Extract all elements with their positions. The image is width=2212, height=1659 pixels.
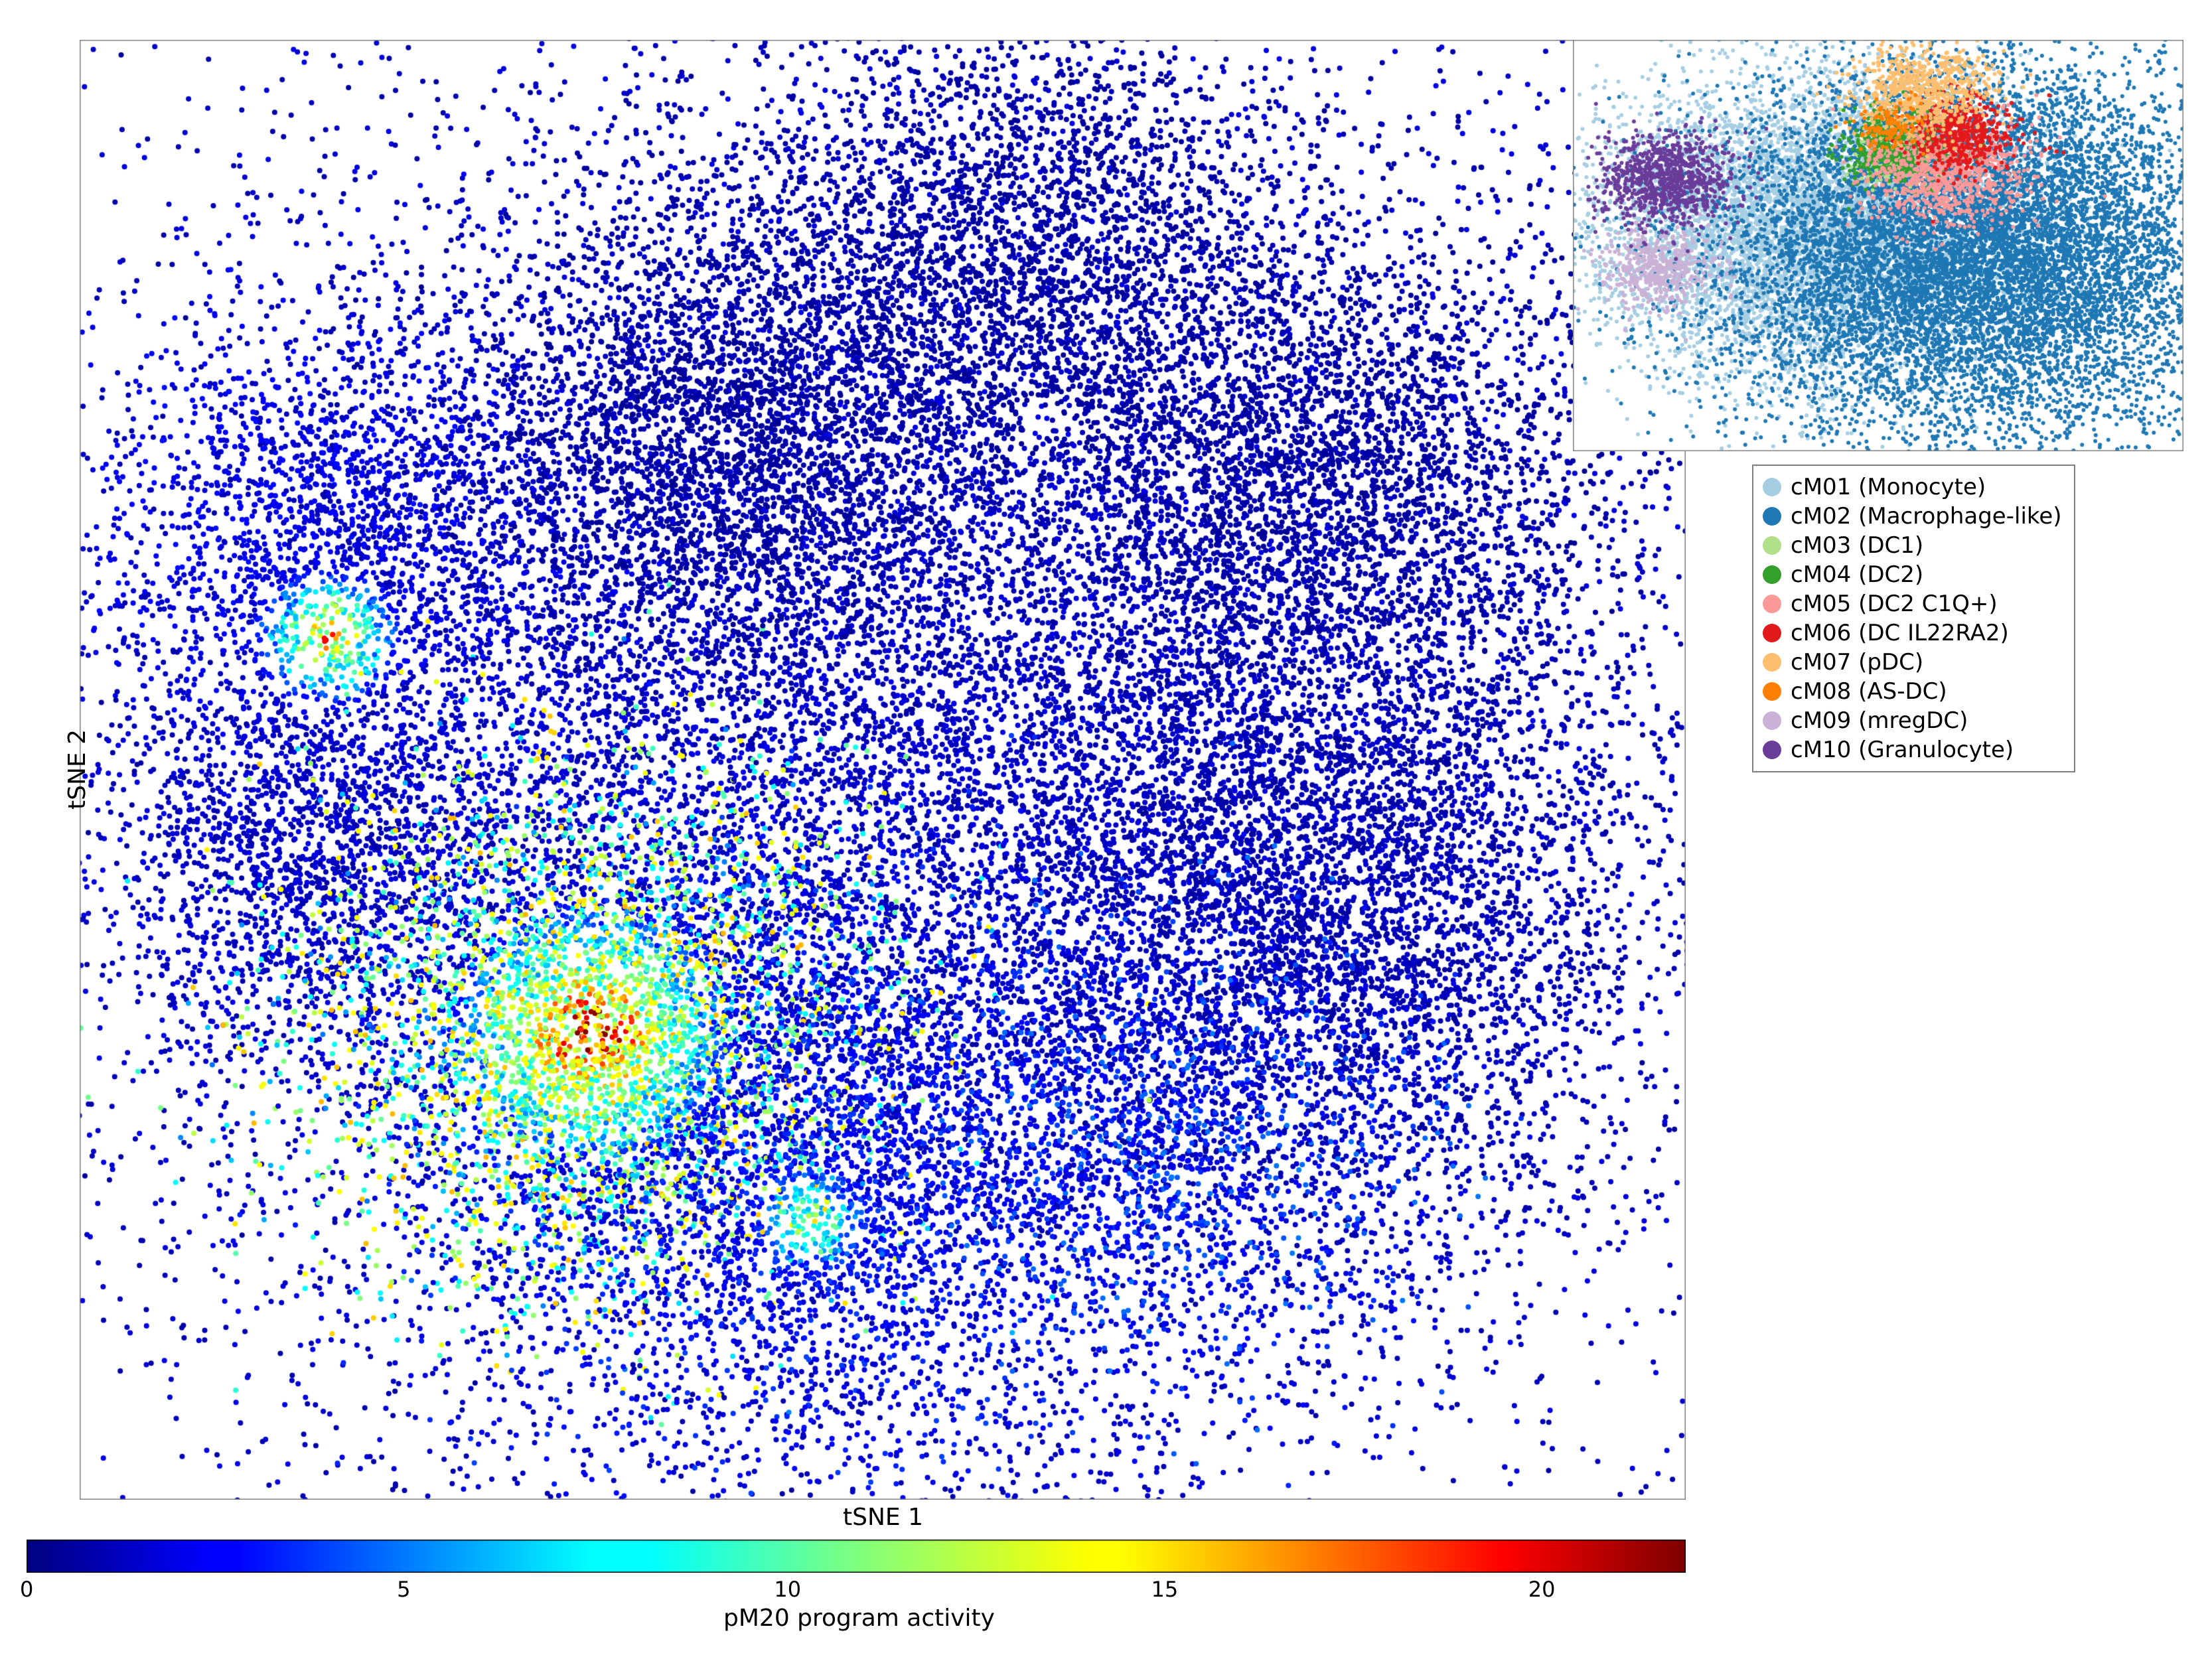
legend-swatch [1763, 653, 1781, 672]
legend-item: cM01 (Monocyte) [1763, 472, 2062, 502]
main-ylabel: tSNE 2 [64, 729, 91, 810]
legend-item: cM06 (DC IL22RA2) [1763, 618, 2062, 648]
legend-swatch [1763, 507, 1781, 526]
colorbar-label: pM20 program activity [723, 1605, 995, 1632]
legend-item: cM08 (AS-DC) [1763, 677, 2062, 706]
inset-legend: cM01 (Monocyte)cM02 (Macrophage-like)cM0… [1752, 465, 2075, 772]
legend-item: cM09 (mregDC) [1763, 706, 2062, 735]
legend-label: cM07 (pDC) [1791, 649, 1923, 676]
legend-label: cM06 (DC IL22RA2) [1791, 620, 2009, 646]
legend-label: cM08 (AS-DC) [1791, 678, 1947, 705]
colorbar-tick: 20 [1528, 1577, 1556, 1602]
legend-item: cM10 (Granulocyte) [1763, 735, 2062, 764]
legend-swatch [1763, 741, 1781, 759]
legend-item: cM07 (pDC) [1763, 648, 2062, 677]
inset-tsne-scatter [1573, 40, 2183, 451]
legend-item: cM04 (DC2) [1763, 560, 2062, 589]
legend-label: cM03 (DC1) [1791, 532, 1923, 559]
legend-label: cM09 (mregDC) [1791, 707, 1968, 734]
legend-label: cM10 (Granulocyte) [1791, 737, 2014, 763]
legend-swatch [1763, 624, 1781, 642]
legend-swatch [1763, 536, 1781, 555]
main-tsne-scatter [80, 40, 1686, 1500]
legend-item: cM05 (DC2 C1Q+) [1763, 589, 2062, 618]
legend-swatch [1763, 565, 1781, 584]
legend-swatch [1763, 682, 1781, 701]
main-xlabel: tSNE 1 [843, 1504, 923, 1531]
legend-label: cM02 (Macrophage-like) [1791, 503, 2062, 530]
legend-item: cM02 (Macrophage-like) [1763, 502, 2062, 531]
colorbar-tick: 10 [774, 1577, 801, 1602]
colorbar-tick: 0 [20, 1577, 33, 1602]
colorbar-tick: 15 [1151, 1577, 1179, 1602]
colorbar-tick: 5 [397, 1577, 410, 1602]
figure-root: tSNE 1 tSNE 2 0 5 10 15 20 pM20 program acti… [0, 0, 2212, 1659]
colorbar [27, 1540, 1686, 1573]
legend-swatch [1763, 595, 1781, 613]
legend-label: cM05 (DC2 C1Q+) [1791, 591, 1998, 617]
legend-label: cM01 (Monocyte) [1791, 474, 1986, 500]
legend-item: cM03 (DC1) [1763, 531, 2062, 560]
legend-swatch [1763, 478, 1781, 496]
legend-label: cM04 (DC2) [1791, 561, 1923, 588]
legend-swatch [1763, 711, 1781, 730]
